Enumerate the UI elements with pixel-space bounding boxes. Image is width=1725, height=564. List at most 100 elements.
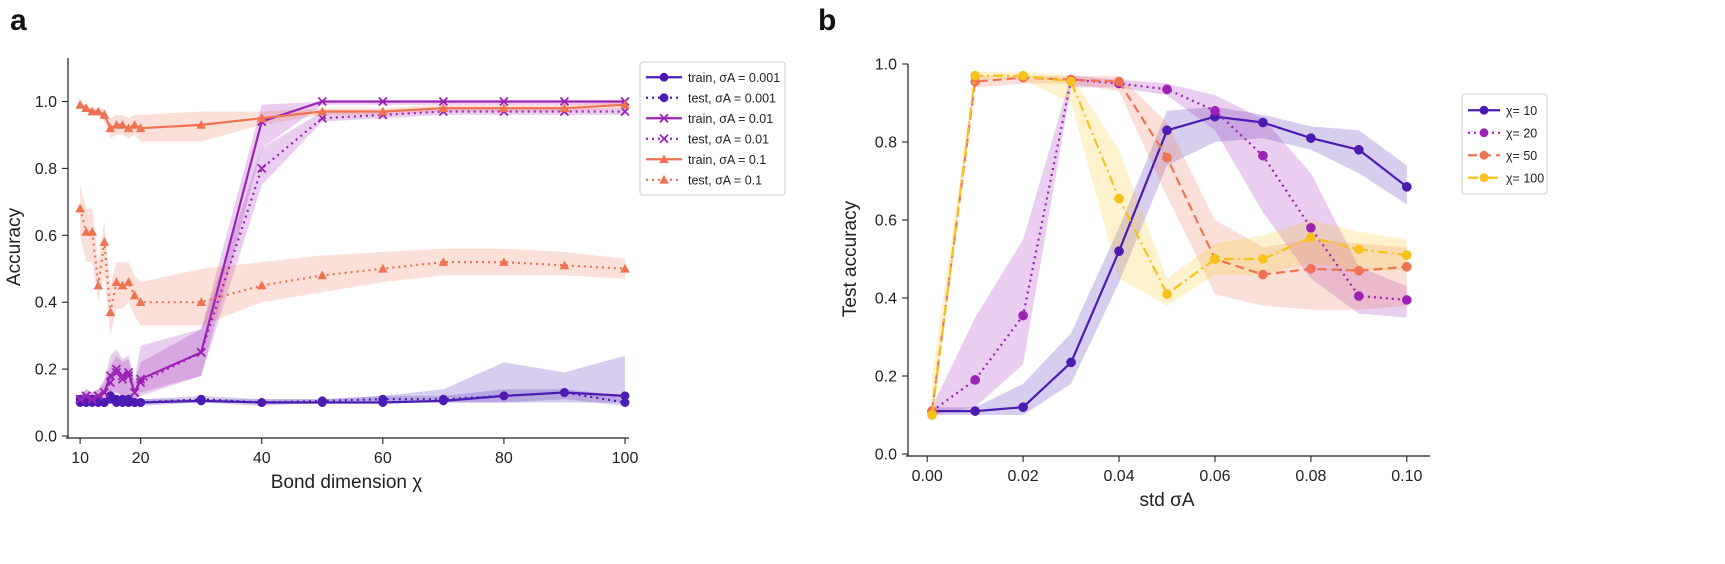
data-point-a-3-4 xyxy=(99,387,109,398)
series-line-b-3 xyxy=(930,74,1407,416)
data-point-a-5-11 xyxy=(196,297,207,307)
data-point-a-5-3 xyxy=(93,280,104,290)
data-point-a-4-4 xyxy=(99,110,110,119)
data-point-b-3-6 xyxy=(1210,254,1220,264)
band-a-0 xyxy=(80,355,626,403)
data-point-a-1-15 xyxy=(438,394,448,404)
data-point-a-3-11 xyxy=(196,347,206,357)
data-point-b-0-5 xyxy=(1162,125,1172,136)
data-point-b-3-9 xyxy=(1354,244,1364,255)
data-point-b-0-9 xyxy=(1354,144,1364,155)
legend-label-a-3: test, σA = 0.01 xyxy=(688,132,769,146)
data-point-b-3-4 xyxy=(1114,193,1124,204)
data-point-a-2-14 xyxy=(378,96,388,107)
data-point-b-1-2 xyxy=(1018,310,1028,321)
data-point-a-4-17 xyxy=(559,103,570,113)
data-point-a-4-11 xyxy=(196,120,207,129)
band-b-3 xyxy=(932,71,1407,419)
data-point-b-3-3 xyxy=(1066,76,1076,87)
data-point-b-0-10 xyxy=(1401,182,1412,192)
x-tick-label-b-5: 0.10 xyxy=(1391,468,1422,485)
x-tick-label-b-0: 0.00 xyxy=(912,468,943,485)
data-point-a-3-13 xyxy=(317,113,327,123)
data-point-a-2-16 xyxy=(499,96,509,107)
data-point-a-3-0 xyxy=(75,394,85,404)
panel-b-label: b xyxy=(818,4,836,37)
data-point-b-2-10 xyxy=(1401,261,1412,272)
data-point-b-3-2 xyxy=(1018,70,1028,81)
x-tick-label-b-1: 0.02 xyxy=(1008,468,1039,485)
data-point-a-5-8 xyxy=(123,277,134,286)
y-tick-label-a-0: 0.0 xyxy=(35,429,57,446)
legend-marker-a-3 xyxy=(659,134,669,144)
legend-marker-b-2 xyxy=(1479,150,1489,160)
data-point-a-5-15 xyxy=(438,257,449,266)
data-point-b-0-8 xyxy=(1306,133,1316,143)
y-axis-label-a: Accuracy xyxy=(4,207,25,286)
legend-label-b-2: χ= 50 xyxy=(1506,149,1537,163)
data-point-a-5-4 xyxy=(99,237,110,246)
data-point-a-1-18 xyxy=(620,398,630,407)
data-point-a-5-18 xyxy=(620,263,630,273)
data-point-a-1-13 xyxy=(317,396,327,406)
data-point-a-5-17 xyxy=(559,260,570,270)
x-axis-label-b: std σA xyxy=(1139,490,1194,511)
data-point-a-5-13 xyxy=(317,270,328,280)
data-point-a-4-3 xyxy=(93,106,104,116)
data-point-a-4-15 xyxy=(438,103,449,113)
data-point-b-0-2 xyxy=(1018,402,1028,413)
legend-label-a-0: train, σA = 0.001 xyxy=(688,71,780,85)
data-point-b-1-10 xyxy=(1401,295,1412,305)
data-point-a-4-10 xyxy=(135,123,146,133)
band-a-5 xyxy=(80,185,626,336)
y-tick-label-a-5: 1.0 xyxy=(35,94,57,111)
data-point-a-5-10 xyxy=(135,297,146,307)
data-point-b-1-9 xyxy=(1354,291,1364,301)
data-point-a-3-1 xyxy=(81,391,91,401)
data-point-a-4-5 xyxy=(105,123,116,133)
x-tick-label-a-1: 20 xyxy=(132,450,150,467)
data-point-a-4-2 xyxy=(87,106,98,116)
legend-marker-a-5 xyxy=(659,174,669,184)
data-point-b-0-7 xyxy=(1258,117,1268,128)
data-point-a-3-12 xyxy=(257,163,267,174)
data-point-a-1-10 xyxy=(136,398,146,407)
data-point-b-1-7 xyxy=(1258,150,1268,161)
legend-label-b-0: χ= 10 xyxy=(1506,104,1537,118)
data-point-b-3-10 xyxy=(1401,250,1412,260)
data-point-a-4-16 xyxy=(499,103,509,113)
data-point-b-0-3 xyxy=(1066,357,1076,368)
data-point-a-4-9 xyxy=(129,120,140,129)
data-point-a-1-14 xyxy=(378,394,388,404)
data-point-a-4-14 xyxy=(377,106,388,116)
data-point-b-3-5 xyxy=(1162,289,1172,299)
legend-marker-a-4 xyxy=(659,154,669,164)
data-point-a-1-17 xyxy=(560,388,569,397)
data-point-b-1-1 xyxy=(970,375,980,385)
legend-box-a xyxy=(639,61,786,196)
data-point-a-2-10 xyxy=(136,374,146,384)
data-point-a-5-2 xyxy=(87,227,98,236)
legend-marker-b-1 xyxy=(1479,128,1489,138)
chart-panel-a: 10 20 40 60 80 100 0.0 0.2 0.4 0.6 0.8 1.0 Bond dime… xyxy=(4,58,786,493)
x-tick-label-a-4: 80 xyxy=(495,450,513,467)
legend-label-a-4: train, σA = 0.1 xyxy=(688,153,766,167)
data-point-a-3-5 xyxy=(105,377,116,388)
data-point-a-4-18 xyxy=(620,100,630,109)
y-tick-label-b-2: 0.4 xyxy=(875,291,897,308)
data-point-a-4-0 xyxy=(75,100,85,109)
data-point-a-3-2 xyxy=(87,394,97,404)
data-point-a-1-12 xyxy=(257,398,267,407)
data-point-a-3-9 xyxy=(129,387,140,398)
data-point-a-3-3 xyxy=(93,391,103,401)
data-point-b-2-7 xyxy=(1258,269,1268,280)
data-point-b-1-5 xyxy=(1162,84,1172,95)
legend-label-a-1: test, σA = 0.001 xyxy=(688,91,776,105)
y-tick-label-b-1: 0.2 xyxy=(875,369,897,386)
legend-marker-a-0 xyxy=(659,72,669,82)
x-tick-label-a-2: 40 xyxy=(253,450,271,467)
legend-marker-a-1 xyxy=(659,93,669,103)
legend-label-b-1: χ= 20 xyxy=(1506,126,1537,140)
data-point-a-3-7 xyxy=(117,374,128,384)
y-tick-label-a-2: 0.4 xyxy=(35,295,57,312)
